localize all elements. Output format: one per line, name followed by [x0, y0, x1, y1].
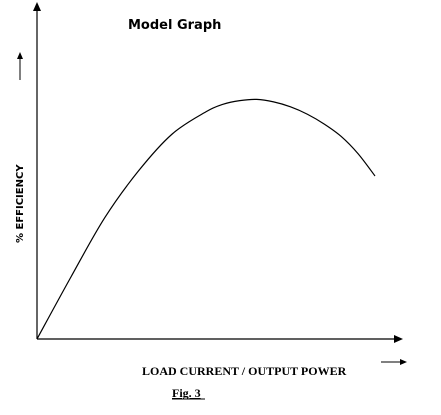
y-axis-arrowhead	[33, 2, 41, 11]
x-axis-arrowhead	[394, 335, 403, 343]
efficiency-curve	[36, 98, 376, 340]
figure-caption: Fig. 3	[172, 386, 201, 400]
x-axis-label: LOAD CURRENT / OUTPUT POWER	[142, 364, 347, 378]
chart-title: Model Graph	[128, 18, 221, 33]
x-direction-arrowhead	[400, 359, 407, 365]
plot-area	[36, 98, 376, 340]
y-direction-arrowhead	[17, 52, 23, 59]
y-axis-label: % EFFICIENCY	[15, 164, 26, 243]
